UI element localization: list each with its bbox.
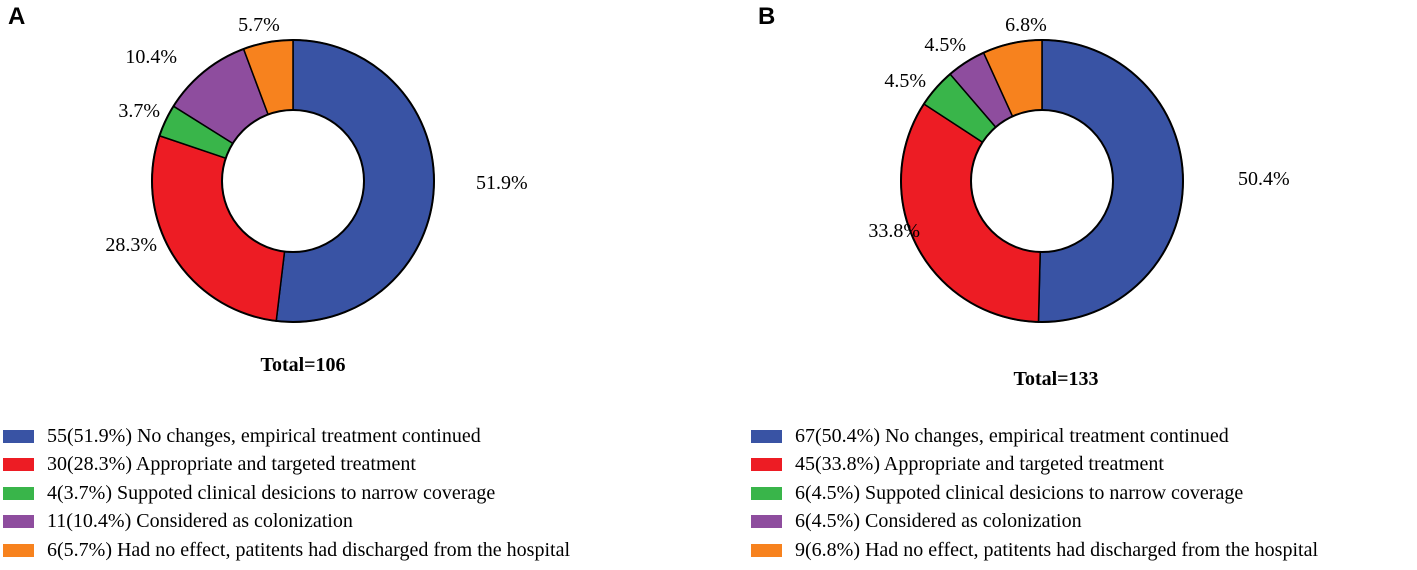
legend-item: 6(4.5%) Considered as colonization	[751, 508, 1318, 537]
total-label-a: Total=106	[260, 354, 346, 376]
legend-label: 55(51.9%) No changes, empirical treatmen…	[47, 424, 481, 447]
legend-label: 30(28.3%) Appropriate and targeted treat…	[47, 453, 416, 476]
legend-swatch	[751, 486, 782, 500]
legend-swatch	[3, 486, 34, 500]
legend-item: 55(51.9%) No changes, empirical treatmen…	[3, 422, 570, 451]
slice-percent-label-b-1: 50.4%	[1238, 168, 1290, 190]
legend-label: 6(4.5%) Suppoted clinical desicions to n…	[795, 481, 1244, 504]
slice-percent-label-b-3: 4.5%	[884, 70, 926, 92]
legend-item: 9(6.8%) Had no effect, patitents had dis…	[751, 536, 1318, 565]
legend-swatch	[3, 429, 34, 443]
legend-label: 67(50.4%) No changes, empirical treatmen…	[795, 424, 1229, 447]
legend-swatch	[751, 515, 782, 529]
legend-item: 30(28.3%) Appropriate and targeted treat…	[3, 451, 570, 480]
legend-swatch	[3, 458, 34, 472]
legend-label: 4(3.7%) Suppoted clinical desicions to n…	[47, 481, 496, 504]
slice-percent-label-a-1: 51.9%	[476, 172, 528, 194]
total-label-b: Total=133	[1013, 368, 1099, 390]
slice-percent-label-b-5: 6.8%	[1005, 14, 1047, 36]
slice-percent-label-a-5: 5.7%	[238, 14, 280, 36]
slice-percent-label-a-3: 3.7%	[118, 100, 160, 122]
donut-hole	[970, 109, 1114, 253]
panel-b-letter: B	[758, 3, 776, 30]
legend-b: 67(50.4%) No changes, empirical treatmen…	[751, 422, 1318, 565]
legend-item: 6(5.7%) Had no effect, patitents had dis…	[3, 536, 570, 565]
donut-chart-a: 51.9% 28.3% 3.7% 10.4% 5.7%	[105, 14, 528, 323]
slice-percent-label-b-2: 33.8%	[868, 220, 920, 242]
legend-swatch	[3, 543, 34, 557]
legend-a: 55(51.9%) No changes, empirical treatmen…	[3, 422, 570, 565]
legend-swatch	[751, 458, 782, 472]
legend-label: 45(33.8%) Appropriate and targeted treat…	[795, 453, 1164, 476]
legend-item: 6(4.5%) Suppoted clinical desicions to n…	[751, 479, 1318, 508]
legend-swatch	[751, 543, 782, 557]
panel-a-letter: A	[8, 3, 26, 30]
donut-hole	[221, 109, 365, 253]
legend-swatch	[3, 515, 34, 529]
donut-outer-ring	[900, 39, 1184, 323]
legend-item: 67(50.4%) No changes, empirical treatmen…	[751, 422, 1318, 451]
slice-percent-label-a-4: 10.4%	[125, 46, 177, 68]
legend-item: 4(3.7%) Suppoted clinical desicions to n…	[3, 479, 570, 508]
slice-percent-label-a-2: 28.3%	[105, 234, 157, 256]
legend-label: 6(4.5%) Considered as colonization	[795, 510, 1082, 533]
legend-label: 6(5.7%) Had no effect, patitents had dis…	[47, 538, 570, 561]
legend-swatch	[751, 429, 782, 443]
donut-outer-ring	[151, 39, 435, 323]
legend-item: 45(33.8%) Appropriate and targeted treat…	[751, 451, 1318, 480]
legend-label: 9(6.8%) Had no effect, patitents had dis…	[795, 538, 1318, 561]
slice-percent-label-b-4: 4.5%	[924, 34, 966, 56]
donut-chart-b: 50.4% 33.8% 4.5% 4.5% 6.8%	[868, 14, 1290, 323]
legend-item: 11(10.4%) Considered as colonization	[3, 508, 570, 537]
legend-label: 11(10.4%) Considered as colonization	[47, 510, 353, 533]
